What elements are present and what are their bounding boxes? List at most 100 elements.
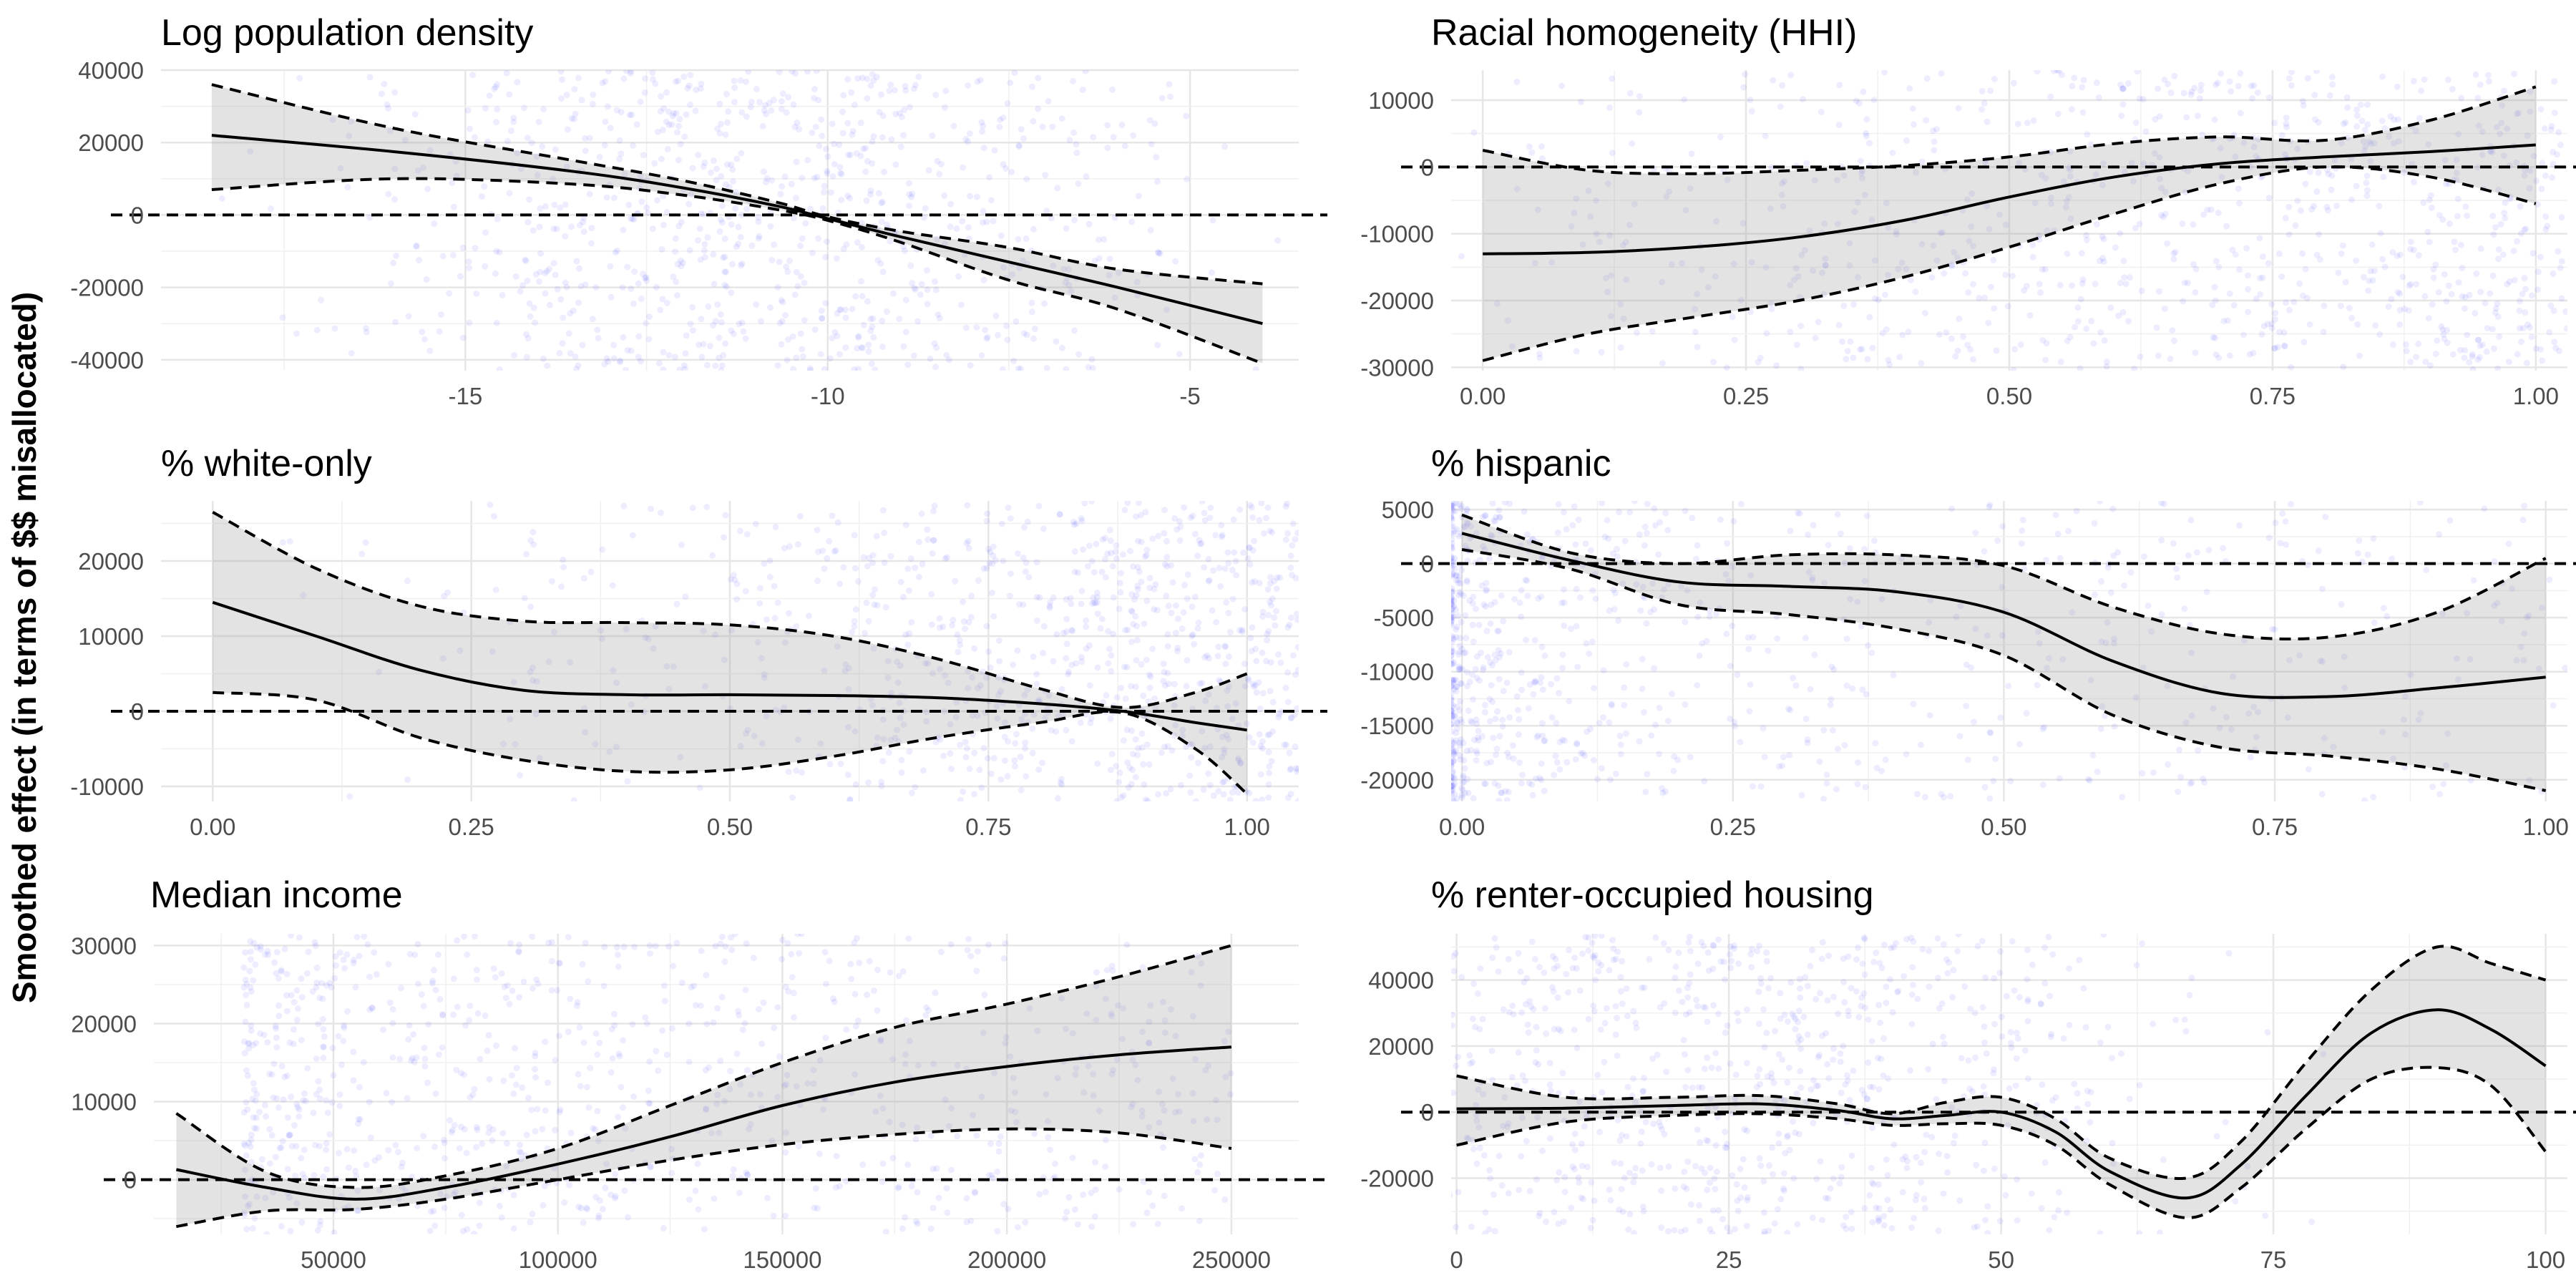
scatter-point bbox=[710, 157, 717, 164]
scatter-point bbox=[1460, 739, 1467, 746]
scatter-point bbox=[1558, 600, 1566, 607]
scatter-point bbox=[966, 130, 973, 137]
scatter-point bbox=[1463, 507, 1470, 514]
scatter-point bbox=[1081, 501, 1088, 507]
scatter-point bbox=[1470, 129, 1478, 136]
scatter-point bbox=[245, 1140, 253, 1146]
scatter-point bbox=[930, 537, 937, 544]
scatter-point bbox=[970, 1111, 977, 1118]
scatter-point bbox=[2156, 113, 2163, 120]
scatter-point bbox=[1926, 983, 1933, 990]
scatter-point bbox=[250, 1080, 257, 1087]
scatter-point bbox=[660, 348, 667, 356]
scatter-point bbox=[2021, 287, 2028, 294]
scatter-point bbox=[2440, 331, 2447, 338]
scatter-point bbox=[2415, 716, 2422, 723]
scatter-point bbox=[930, 507, 937, 514]
scatter-point bbox=[774, 1004, 781, 1011]
scatter-point bbox=[1579, 241, 1586, 248]
scatter-point bbox=[2271, 345, 2278, 351]
scatter-point bbox=[615, 1050, 623, 1058]
scatter-point bbox=[1943, 1153, 1951, 1160]
scatter-point bbox=[2477, 81, 2484, 88]
scatter-point bbox=[1528, 781, 1536, 789]
scatter-point bbox=[1188, 754, 1195, 761]
scatter-point bbox=[263, 1231, 270, 1234]
scatter-point bbox=[1573, 623, 1580, 630]
scatter-point bbox=[701, 247, 708, 254]
scatter-point bbox=[1780, 753, 1787, 761]
scatter-point bbox=[847, 796, 854, 801]
scatter-point bbox=[1703, 638, 1710, 645]
scatter-point bbox=[963, 745, 970, 752]
scatter-point bbox=[1775, 763, 1782, 770]
scatter-point bbox=[1294, 643, 1299, 650]
scatter-point bbox=[351, 1147, 358, 1154]
scatter-point bbox=[1847, 338, 1854, 345]
scatter-point bbox=[278, 1223, 285, 1230]
scatter-point bbox=[1954, 347, 1961, 354]
scatter-point bbox=[362, 325, 369, 332]
scatter-point bbox=[496, 1202, 503, 1209]
scatter-point bbox=[785, 610, 792, 617]
scatter-point bbox=[409, 1055, 416, 1062]
scatter-point bbox=[1885, 224, 1892, 231]
scatter-point bbox=[819, 316, 826, 322]
scatter-point bbox=[1451, 762, 1455, 769]
scatter-point bbox=[2283, 124, 2290, 131]
scatter-point bbox=[2371, 619, 2378, 626]
scatter-point bbox=[1488, 758, 1494, 766]
scatter-point bbox=[1451, 710, 1455, 717]
scatter-point bbox=[301, 1174, 308, 1181]
scatter-point bbox=[865, 779, 872, 786]
scatter-point bbox=[2396, 291, 2404, 297]
scatter-point bbox=[331, 1229, 338, 1234]
scatter-point bbox=[1476, 557, 1483, 564]
scatter-point bbox=[2060, 177, 2067, 185]
scatter-point bbox=[2462, 203, 2469, 210]
scatter-point bbox=[811, 175, 818, 182]
scatter-point bbox=[842, 344, 849, 351]
scatter-point bbox=[2170, 250, 2177, 257]
scatter-point bbox=[1654, 1051, 1661, 1058]
scatter-point bbox=[255, 1108, 263, 1116]
scatter-point bbox=[606, 748, 613, 756]
scatter-point bbox=[906, 630, 913, 637]
scatter-point bbox=[2232, 251, 2239, 258]
scatter-point bbox=[249, 1096, 256, 1103]
scatter-point bbox=[2240, 139, 2248, 146]
scatter-point bbox=[530, 227, 537, 234]
scatter-point bbox=[1469, 671, 1476, 678]
scatter-point bbox=[1609, 150, 1616, 157]
scatter-point bbox=[2236, 200, 2243, 207]
scatter-point bbox=[894, 1185, 902, 1191]
scatter-point bbox=[896, 699, 903, 706]
scatter-point bbox=[1179, 625, 1186, 633]
scatter-point bbox=[492, 270, 499, 277]
scatter-point bbox=[864, 157, 872, 165]
scatter-point bbox=[1456, 742, 1463, 749]
scatter-point bbox=[1750, 634, 1757, 641]
scatter-point bbox=[620, 502, 628, 509]
scatter-point bbox=[774, 284, 781, 291]
scatter-point bbox=[1451, 707, 1455, 714]
scatter-point bbox=[776, 1053, 783, 1060]
scatter-point bbox=[464, 107, 472, 114]
scatter-point bbox=[1871, 257, 1878, 264]
scatter-point bbox=[954, 631, 961, 638]
scatter-point bbox=[1899, 331, 1906, 338]
scatter-point bbox=[1459, 786, 1466, 794]
scatter-point bbox=[1931, 147, 1938, 154]
scatter-point bbox=[1292, 575, 1299, 582]
scatter-point bbox=[857, 152, 864, 160]
scatter-point bbox=[2156, 154, 2163, 161]
scatter-point bbox=[1125, 784, 1132, 791]
scatter-point bbox=[1226, 628, 1234, 635]
scatter-point bbox=[631, 268, 638, 275]
scatter-point bbox=[1043, 208, 1050, 215]
scatter-point bbox=[1896, 353, 1903, 361]
scatter-point bbox=[1617, 751, 1624, 758]
scatter-point bbox=[1468, 718, 1474, 724]
scatter-point bbox=[1532, 678, 1539, 685]
scatter-point bbox=[1073, 520, 1080, 527]
